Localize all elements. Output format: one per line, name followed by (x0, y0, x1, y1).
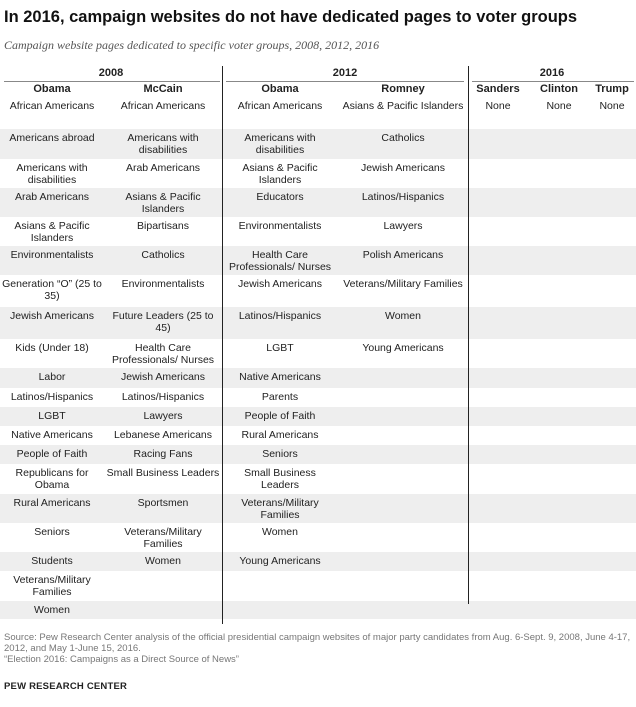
table-cell: Americans with disabilities (244, 132, 316, 156)
table-cell: Arab Americans (14, 191, 90, 203)
table-cell: Latinos/Hispanics (361, 191, 445, 203)
row-band (0, 129, 636, 159)
table-cell: Sportsmen (137, 497, 189, 509)
divider-2012-2016 (468, 66, 469, 604)
table-cell: Veterans/Military Families (124, 526, 202, 550)
table-cell: Seniors (262, 448, 298, 460)
table-cell: Future Leaders (25 to 45) (112, 310, 214, 334)
year-underline-2008 (4, 81, 220, 82)
table-cell: Labor (38, 371, 66, 383)
year-header-2016: 2016 (539, 67, 565, 79)
table-cell: Latinos/Hispanics (238, 310, 322, 322)
table-cell: Americans with disabilities (16, 162, 88, 186)
table-cell: African Americans (9, 100, 95, 112)
table-cell: Jewish Americans (120, 371, 206, 383)
report-title: “Election 2016: Campaigns as a Direct So… (4, 654, 239, 665)
row-band (0, 494, 636, 523)
column-header-mccain: McCain (143, 83, 183, 95)
table-cell: Young Americans (239, 555, 321, 567)
organization-credit: PEW RESEARCH CENTER (4, 681, 128, 692)
row-band (0, 368, 636, 388)
column-header-romney: Romney (381, 83, 425, 95)
table-cell: Lebanese Americans (113, 429, 213, 441)
table-cell: Catholics (141, 249, 185, 261)
row-band (0, 552, 636, 571)
column-header-obama-2008: Obama (33, 83, 71, 95)
table-cell: Bipartisans (137, 220, 189, 232)
table-cell: Educators (256, 191, 304, 203)
table-cell: Women (385, 310, 421, 322)
table-cell: LGBT (266, 342, 294, 354)
column-header-obama-2012: Obama (261, 83, 299, 95)
table-cell: Arab Americans (125, 162, 201, 174)
table-cell: Small Business Leaders (244, 467, 316, 491)
table-cell: Generation “O” (25 to 35) (2, 278, 102, 302)
page-title: In 2016, campaign websites do not have d… (4, 8, 578, 26)
table-cell: Health Care Professionals/ Nurses (228, 249, 332, 273)
table-cell: Women (262, 526, 298, 538)
table-cell: Latinos/Hispanics (10, 391, 94, 403)
column-header-sanders: Sanders (476, 83, 520, 95)
table-cell: Small Business Leaders (106, 467, 220, 479)
table-cell: Rural Americans (13, 497, 91, 509)
table-cell: Jewish Americans (9, 310, 95, 322)
table-cell: Asians & Pacific Islanders (342, 100, 464, 112)
table-cell: Lawyers (143, 410, 183, 422)
table-cell: Women (145, 555, 181, 567)
table-cell: Jewish Americans (360, 162, 446, 174)
table-cell: Latinos/Hispanics (121, 391, 205, 403)
year-header-2008: 2008 (98, 67, 124, 79)
source-text: Source: Pew Research Center analysis of … (4, 632, 631, 654)
column-header-clinton: Clinton (540, 83, 578, 95)
table-cell: Environmentalists (238, 220, 322, 232)
row-band (0, 246, 636, 275)
table-cell: Polish Americans (362, 249, 444, 261)
table-cell: People of Faith (16, 448, 88, 460)
table-cell: Americans abroad (9, 132, 95, 144)
table-cell: Rural Americans (241, 429, 319, 441)
table-cell: Students (31, 555, 73, 567)
table-cell: Asians & Pacific Islanders (14, 220, 90, 244)
table-cell: Republicans for Obama (15, 467, 89, 491)
table-cell: Native Americans (239, 371, 321, 383)
table-cell: Kids (Under 18) (15, 342, 89, 354)
year-underline-2016 (472, 81, 634, 82)
table-cell: Veterans/Military Families (343, 278, 463, 290)
table-cell: Seniors (34, 526, 70, 538)
table-cell: Racing Fans (133, 448, 193, 460)
table-cell: Health Care Professionals/ Nurses (111, 342, 215, 366)
table-cell: LGBT (38, 410, 66, 422)
row-band (0, 601, 636, 619)
table-cell: Lawyers (383, 220, 423, 232)
divider-2008-2012 (222, 66, 223, 624)
table-cell: Asians & Pacific Islanders (242, 162, 318, 186)
table-cell: African Americans (120, 100, 206, 112)
table-cell: None (485, 100, 511, 112)
row-band (0, 188, 636, 217)
table-cell: Veterans/Military Families (241, 497, 319, 521)
table-cell: None (546, 100, 572, 112)
row-band (0, 407, 636, 426)
source-note: Source: Pew Research Center analysis of … (4, 632, 632, 665)
column-header-trump: Trump (595, 83, 629, 95)
table-cell: Women (34, 604, 70, 616)
table-cell: Catholics (381, 132, 425, 144)
table-cell: Americans with disabilities (127, 132, 199, 156)
table-cell: Veterans/Military Families (13, 574, 91, 598)
table-cell: Native Americans (11, 429, 93, 441)
table-cell: Environmentalists (10, 249, 94, 261)
row-band (0, 307, 636, 339)
table-cell: Environmentalists (121, 278, 205, 290)
table-cell: Young Americans (362, 342, 444, 354)
page-subtitle: Campaign website pages dedicated to spec… (4, 38, 380, 52)
table-cell: Parents (261, 391, 299, 403)
table-cell: Jewish Americans (237, 278, 323, 290)
year-underline-2012 (226, 81, 464, 82)
table-cell: African Americans (237, 100, 323, 112)
table-cell: Asians & Pacific Islanders (125, 191, 201, 215)
table-cell: People of Faith (244, 410, 316, 422)
table-cell: None (599, 100, 625, 112)
row-band (0, 445, 636, 464)
year-header-2012: 2012 (332, 67, 358, 79)
